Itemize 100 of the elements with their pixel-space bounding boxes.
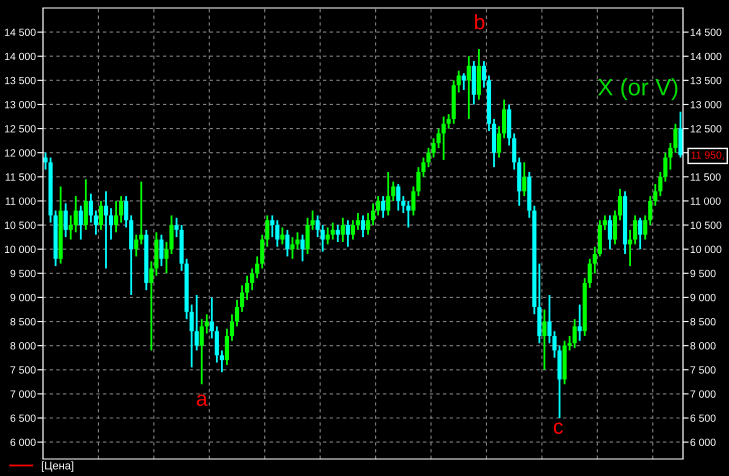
candlestick (502, 98, 506, 140)
candlestick (622, 190, 628, 255)
y2-tick-label: 9 500 (690, 270, 716, 278)
candlestick (200, 318, 204, 386)
candlestick (139, 180, 144, 246)
candlestick (98, 200, 104, 231)
candlestick (486, 74, 492, 132)
candlestick (537, 262, 542, 344)
candlestick (43, 152, 48, 170)
candlestick (370, 202, 376, 226)
candlestick (58, 186, 63, 265)
y2-tick-label: 11 000 (690, 197, 721, 205)
y-tick-label: 13 000 (4, 100, 36, 108)
candlestick (628, 228, 632, 267)
candlestick (119, 195, 124, 224)
candlestick (310, 210, 315, 231)
y2-tick-label: 7 000 (690, 390, 716, 398)
candlestick (668, 142, 672, 170)
candlestick (224, 328, 230, 366)
candlestick (381, 195, 386, 219)
candlestick (482, 60, 486, 88)
candlestick (411, 186, 416, 216)
candlestick (512, 132, 516, 170)
candlestick (472, 60, 476, 106)
candlestick (476, 48, 481, 101)
text: [Цена] (42, 461, 74, 472)
y-tick-label: 9 000 (10, 294, 36, 302)
candlestick (633, 214, 638, 246)
y-tick-label: 6 000 (10, 438, 36, 446)
candlestick (562, 340, 567, 386)
candlestick (204, 313, 209, 334)
candlestick (316, 214, 320, 238)
y2-tick-label: 10 500 (690, 222, 722, 229)
y-tick-label: 10 500 (4, 222, 36, 229)
candlestick (426, 146, 431, 168)
y2-tick-label: 9 000 (690, 294, 716, 302)
candlestick (220, 350, 224, 374)
candlestick (129, 214, 134, 296)
candlestick (466, 55, 471, 120)
candlestick (48, 156, 53, 224)
candlestick (507, 104, 512, 146)
candlestick (350, 219, 356, 240)
candlestick (295, 231, 300, 250)
y-tick-label: 8 500 (10, 318, 36, 326)
y-tick-label: 9 500 (10, 270, 36, 278)
y2-tick-label: 13 500 (690, 76, 722, 84)
candlestick (275, 219, 280, 248)
candlestick (234, 298, 240, 328)
y-tick-label: 12 500 (4, 125, 36, 132)
y2-tick-label: 8 000 (690, 342, 716, 350)
y-tick-label: 7 000 (10, 390, 36, 398)
candlestick (108, 207, 114, 240)
candlestick (462, 72, 466, 91)
candlestick (164, 241, 169, 274)
y-tick-label: 11 000 (6, 197, 36, 205)
candlestick (517, 156, 522, 207)
candlestick (673, 122, 678, 154)
y-tick-label: 6 500 (10, 414, 36, 422)
candlestick (658, 171, 662, 198)
candlestick (290, 236, 295, 260)
candlestick (401, 195, 406, 214)
candlestick (542, 308, 546, 371)
candlestick (270, 214, 274, 238)
y-tick-label: 8 000 (10, 342, 36, 350)
annotation: X (or V) (598, 78, 678, 100)
candlestick (346, 219, 350, 248)
candlestick (366, 212, 370, 236)
candlestick (376, 195, 380, 216)
annotation: b (475, 14, 484, 30)
y2-tick-label: 8 500 (690, 318, 716, 326)
candlestick (592, 246, 597, 274)
candlestick (496, 125, 502, 158)
y2-tick-label: 14 500 (690, 28, 722, 36)
candlestick (527, 171, 532, 219)
text: 11 950, (691, 151, 724, 160)
candlestick (320, 224, 325, 252)
candlestick (144, 228, 148, 292)
candlestick (431, 137, 436, 158)
candlestick (608, 214, 612, 250)
candlestick (386, 171, 390, 216)
candlestick (547, 294, 552, 344)
candlestick (245, 274, 250, 301)
candlestick (588, 258, 592, 289)
candlestick (230, 313, 234, 342)
candlestick (492, 118, 496, 168)
candlestick (94, 210, 98, 236)
candlestick (598, 219, 602, 258)
candlestick (330, 222, 335, 240)
y2-tick-label: 7 500 (690, 366, 716, 374)
candlestick (305, 216, 310, 255)
candlestick (114, 200, 118, 234)
y2-tick-label: 6 000 (690, 438, 716, 446)
candlestick (149, 260, 154, 352)
candlestick (618, 188, 622, 222)
annotation: a (196, 394, 208, 406)
candlestick (210, 296, 214, 340)
candlestick (54, 210, 58, 267)
candlestick (300, 234, 305, 262)
candlestick (180, 224, 184, 272)
y-tick-label: 12 000 (4, 149, 36, 157)
